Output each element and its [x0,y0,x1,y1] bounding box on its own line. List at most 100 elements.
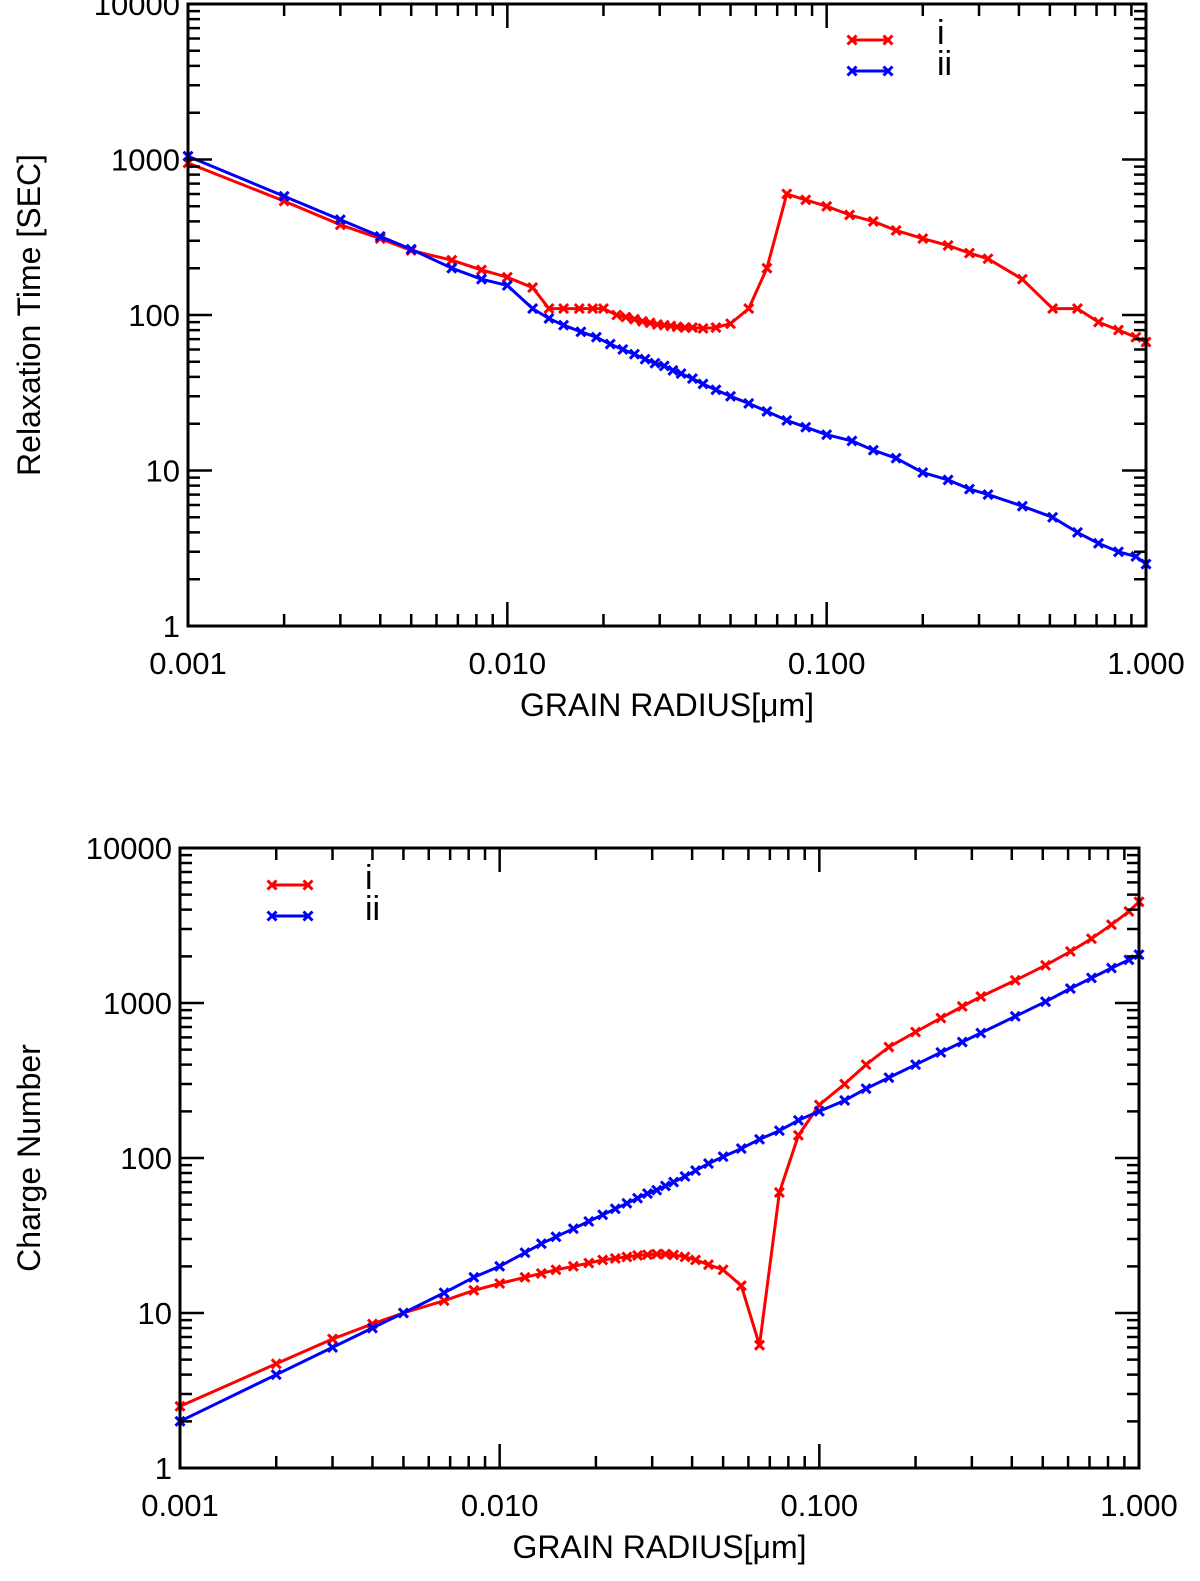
relaxation-time-x-tick-labels: 0.001 0.010 0.100 1.000 [149,646,1185,681]
charge-number-series-ii-point [468,1271,480,1283]
relaxation-time-series-i-point [1112,324,1125,336]
relaxation-time-series-ii-point [846,435,858,447]
relaxation-time-series-ii-point [446,262,458,274]
relaxation-time-series-i-point [1071,303,1084,315]
charge-number-y-tick-label: 10 [138,1296,172,1331]
relaxation-time-legend-marker-ii [846,65,858,77]
relaxation-time-y-tick-label: 100 [128,298,180,333]
charge-number-series-ii-point [956,1036,968,1048]
charge-number-series-ii-point [366,1322,379,1334]
charge-number-series-ii-point [935,1046,947,1058]
relaxation-time-series-ii-point [649,357,661,369]
relaxation-time-series-i-point [821,200,833,212]
relaxation-time-panel: 0.001 0.010 0.100 1.000 1 10 100 1000 10000 GRA… [11,0,1185,723]
charge-number-y-axis-label: Charge Number [11,1044,47,1272]
charge-number-series-i-point [753,1339,766,1351]
charge-number-series-i-point [1085,933,1098,945]
charge-number-series-ii-point [438,1287,450,1299]
relaxation-time-series-ii-point [743,397,755,409]
relaxation-time-series-ii-point [543,312,555,325]
relaxation-time-x-tick-label: 0.100 [788,646,866,681]
relaxation-time-series-i-point [501,271,513,283]
charge-number-legend-label-i: i [365,859,373,897]
charge-number-x-tick-label: 0.100 [781,1488,859,1523]
charge-number-series-i-point [659,1248,671,1260]
relaxation-time-series-ii-point [501,279,513,291]
charge-number-series-i-point [1123,905,1135,917]
charge-number-series-i [174,896,1145,1412]
relaxation-time-series-i-point [724,318,737,330]
charge-number-series-i-point [735,1280,747,1292]
charge-number-x-tick-label: 1.000 [1100,1488,1178,1523]
relaxation-time-series-ii-point [917,466,929,479]
relaxation-time-series-ii-point [724,390,737,402]
relaxation-time-series-i-point [761,262,773,274]
relaxation-time-series-i-point [558,303,570,315]
charge-number-series-i-point [567,1260,579,1272]
relaxation-time-series-i-point [710,322,722,334]
relaxation-time-x-tick-label: 0.001 [149,646,227,681]
charge-number-series-i-point [702,1259,715,1271]
relaxation-time-series-ii-point [1016,500,1028,512]
charge-number-series-ii-point [609,1203,621,1215]
relaxation-time-series-ii-point [710,384,722,396]
charge-number-panel: 0.001 0.010 0.100 1.000 1 10 100 1000 10000 GRA… [11,831,1178,1565]
charge-number-y-tick-label: 1000 [103,986,172,1021]
charge-number-x-tick-label: 0.001 [141,1488,219,1523]
relaxation-time-series-i-point [867,215,879,227]
charge-number-legend: iii [266,859,380,928]
charge-number-series-ii-point [883,1072,895,1084]
charge-number-series-i-point [883,1041,895,1053]
relaxation-time-series-i-point [697,322,709,334]
relaxation-time-series-ii-point [558,319,570,331]
relaxation-time-y-tick-label: 10 [146,454,180,489]
charge-number-series-ii-point [397,1307,409,1319]
relaxation-time-series-i-point [800,194,812,206]
charge-number-series-ii-point [583,1215,595,1227]
relaxation-time-series-ii-point [1130,550,1142,563]
charge-number-series-ii-point [1039,996,1052,1008]
charge-number-series-ii [174,949,1145,1427]
relaxation-time-series-i-point [628,313,640,325]
charge-number-y-tick-label: 10000 [86,831,172,866]
charge-number-series-ii-point [735,1143,747,1155]
relaxation-time-series-ii-point [867,444,879,456]
relaxation-time-legend-marker-i [846,34,858,46]
charge-number-series-ii-point [717,1151,729,1163]
charge-number-tick-marks [178,848,1141,1470]
charge-number-series-ii-point [651,1184,663,1196]
charge-number-series-i-point [1064,945,1076,958]
charge-number-legend-label-ii: ii [365,890,380,928]
charge-number-legend-marker-ii [266,910,278,922]
relaxation-time-series-ii-point [761,405,773,417]
relaxation-time-plot-marks [182,150,1152,570]
charge-number-series-ii-point [550,1231,562,1243]
relaxation-time-y-tick-label: 1000 [111,143,180,178]
charge-number-series-i-point [910,1026,922,1038]
charge-number-series-i-point [550,1264,562,1276]
relaxation-time-series-ii-point [667,364,679,377]
relaxation-time-series-ii-point [628,348,640,360]
relaxation-time-series-i-point [587,303,599,315]
charge-number-series-ii-point [792,1114,804,1126]
charge-number-series-ii-point [813,1105,825,1117]
charge-number-series-ii-point [597,1209,609,1221]
relaxation-time-legend-marker-i [882,34,894,46]
charge-number-series-i-point [641,1249,654,1261]
relaxation-time-series-ii-point [575,326,587,338]
charge-number-series-i-point [651,1248,663,1260]
charge-number-series-ii-point [567,1223,579,1235]
charge-number-series-ii-point [679,1170,691,1183]
charge-number-series-i-point [1009,974,1021,986]
charge-number-series-ii-point [641,1187,654,1200]
relaxation-time-series-ii-point [890,452,902,464]
charge-number-series-ii-point [1064,982,1076,995]
charge-number-series-i-point [326,1333,339,1345]
relaxation-time-series-i-point [543,303,555,315]
charge-number-series-i-point [609,1252,621,1264]
charge-number-series-i-point [583,1257,595,1269]
relaxation-time-series-i-point [597,303,610,315]
relaxation-time-series-ii-point [639,353,651,365]
charge-number-x-tick-labels: 0.001 0.010 0.100 1.000 [141,1488,1178,1523]
relaxation-time-series-i-point [982,253,994,265]
